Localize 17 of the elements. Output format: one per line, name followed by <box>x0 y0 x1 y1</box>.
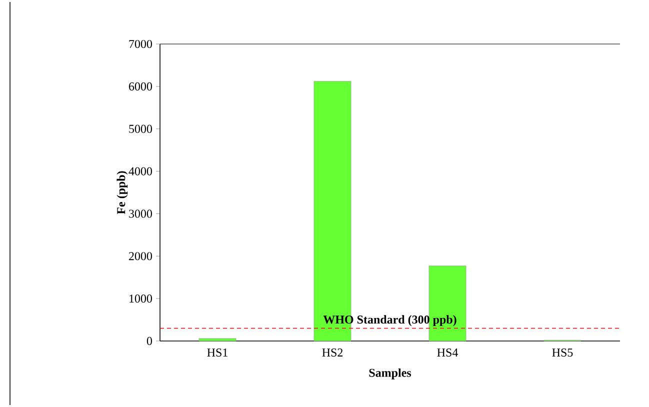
y-tick-label: 5000 <box>129 124 152 133</box>
x-tick-label: HS2 <box>322 348 342 357</box>
y-tick-label: 7000 <box>129 40 152 48</box>
y-tick-label: 6000 <box>128 82 152 90</box>
y-tick-label: 3000 <box>129 210 152 218</box>
y-tick-label: 2000 <box>129 252 152 260</box>
bar <box>314 81 352 342</box>
bar <box>198 338 236 342</box>
y-axis-title: Fe (ppb) <box>116 171 128 214</box>
bar <box>428 266 466 342</box>
y-tick-label: 1000 <box>130 294 152 303</box>
x-tick-label: HS1 <box>207 348 228 357</box>
x-tick-label: HS5 <box>552 348 573 357</box>
x-tick-label: HS4 <box>437 348 458 357</box>
x-axis-title: Samples <box>369 368 412 380</box>
y-tick-label: 0 <box>146 336 152 346</box>
y-tick-label: 4000 <box>128 167 152 176</box>
